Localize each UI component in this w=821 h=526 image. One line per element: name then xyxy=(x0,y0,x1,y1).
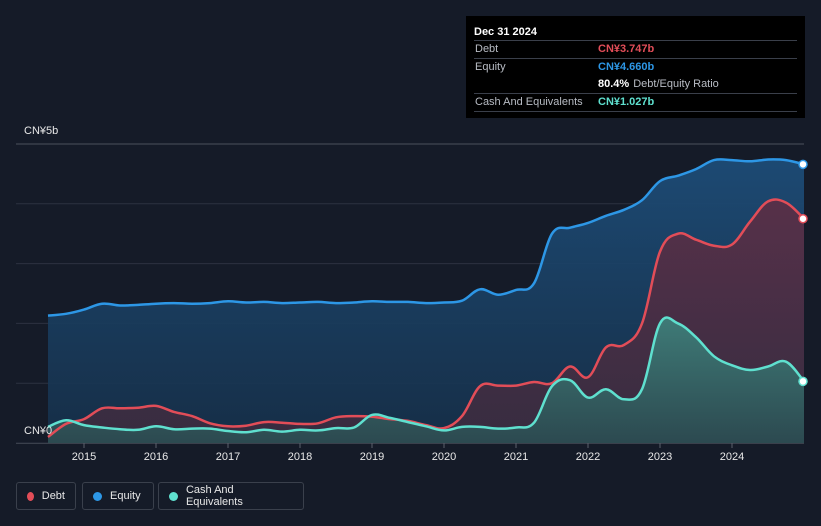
cash-endpoint xyxy=(798,376,808,387)
x-tick-label: 2021 xyxy=(504,451,528,463)
equity-endpoint xyxy=(798,159,808,170)
tooltip-row-equity: Equity CN¥4.660b xyxy=(474,58,797,76)
tooltip-ratio-label: Debt/Equity Ratio xyxy=(633,78,719,90)
tooltip-equity-value: CN¥4.660b xyxy=(598,61,655,73)
tooltip-debt-label: Debt xyxy=(475,43,499,55)
cash-legend-dot-icon xyxy=(169,491,178,501)
hover-tooltip: Dec 31 2024 Debt CN¥3.747b Equity CN¥4.6… xyxy=(466,16,805,118)
tooltip-ratio-value: 80.4% xyxy=(598,78,630,90)
x-tick-label: 2020 xyxy=(432,451,456,463)
series-lines xyxy=(47,158,805,439)
tooltip-row-cash: Cash And Equivalents CN¥1.027b xyxy=(474,93,797,112)
debt-endpoint xyxy=(798,214,808,224)
legend-item-debt[interactable]: Debt xyxy=(16,482,76,510)
x-tick-label: 2015 xyxy=(72,451,96,463)
tooltip-ratio-spacer xyxy=(474,76,598,93)
legend-cash-label: Cash And Equivalents xyxy=(185,484,243,508)
cash-area xyxy=(48,317,804,443)
cash-line xyxy=(47,316,805,434)
x-tick-label: 2022 xyxy=(576,451,600,463)
legend-debt-label: Debt xyxy=(41,490,65,502)
x-tick-label: 2016 xyxy=(144,451,168,463)
y-axis-max-label: CN¥5b xyxy=(24,125,59,137)
series-endpoints xyxy=(798,159,808,387)
x-axis-ticks: 2015 2016 2017 2018 2019 2020 2021 2022 2023 2024 xyxy=(16,443,804,463)
debt-legend-dot-icon xyxy=(27,491,34,501)
tooltip-row-ratio: 80.4% Debt/Equity Ratio xyxy=(474,76,797,93)
equity-legend-dot-icon xyxy=(93,491,102,501)
tooltip-cash-label: Cash And Equivalents xyxy=(475,96,583,108)
x-tick-label: 2024 xyxy=(720,451,744,463)
tooltip-equity-label: Equity xyxy=(475,61,506,73)
legend-equity-label: Equity xyxy=(110,490,141,502)
tooltip-date: Dec 31 2024 xyxy=(474,26,537,38)
equity-line xyxy=(47,158,805,317)
series-areas xyxy=(48,159,804,443)
tooltip-cash-value: CN¥1.027b xyxy=(598,96,655,108)
x-tick-label: 2019 xyxy=(360,451,384,463)
x-tick-label: 2023 xyxy=(648,451,672,463)
x-tick-label: 2017 xyxy=(216,451,240,463)
tooltip-row-debt: Debt CN¥3.747b xyxy=(474,40,797,58)
tooltip-debt-value: CN¥3.747b xyxy=(598,43,655,55)
legend-item-equity[interactable]: Equity xyxy=(82,482,154,510)
legend-item-cash[interactable]: Cash And Equivalents xyxy=(158,482,304,510)
y-axis-min-label: CN¥0 xyxy=(24,425,53,437)
x-tick-label: 2018 xyxy=(288,451,312,463)
debt-area xyxy=(48,199,804,443)
